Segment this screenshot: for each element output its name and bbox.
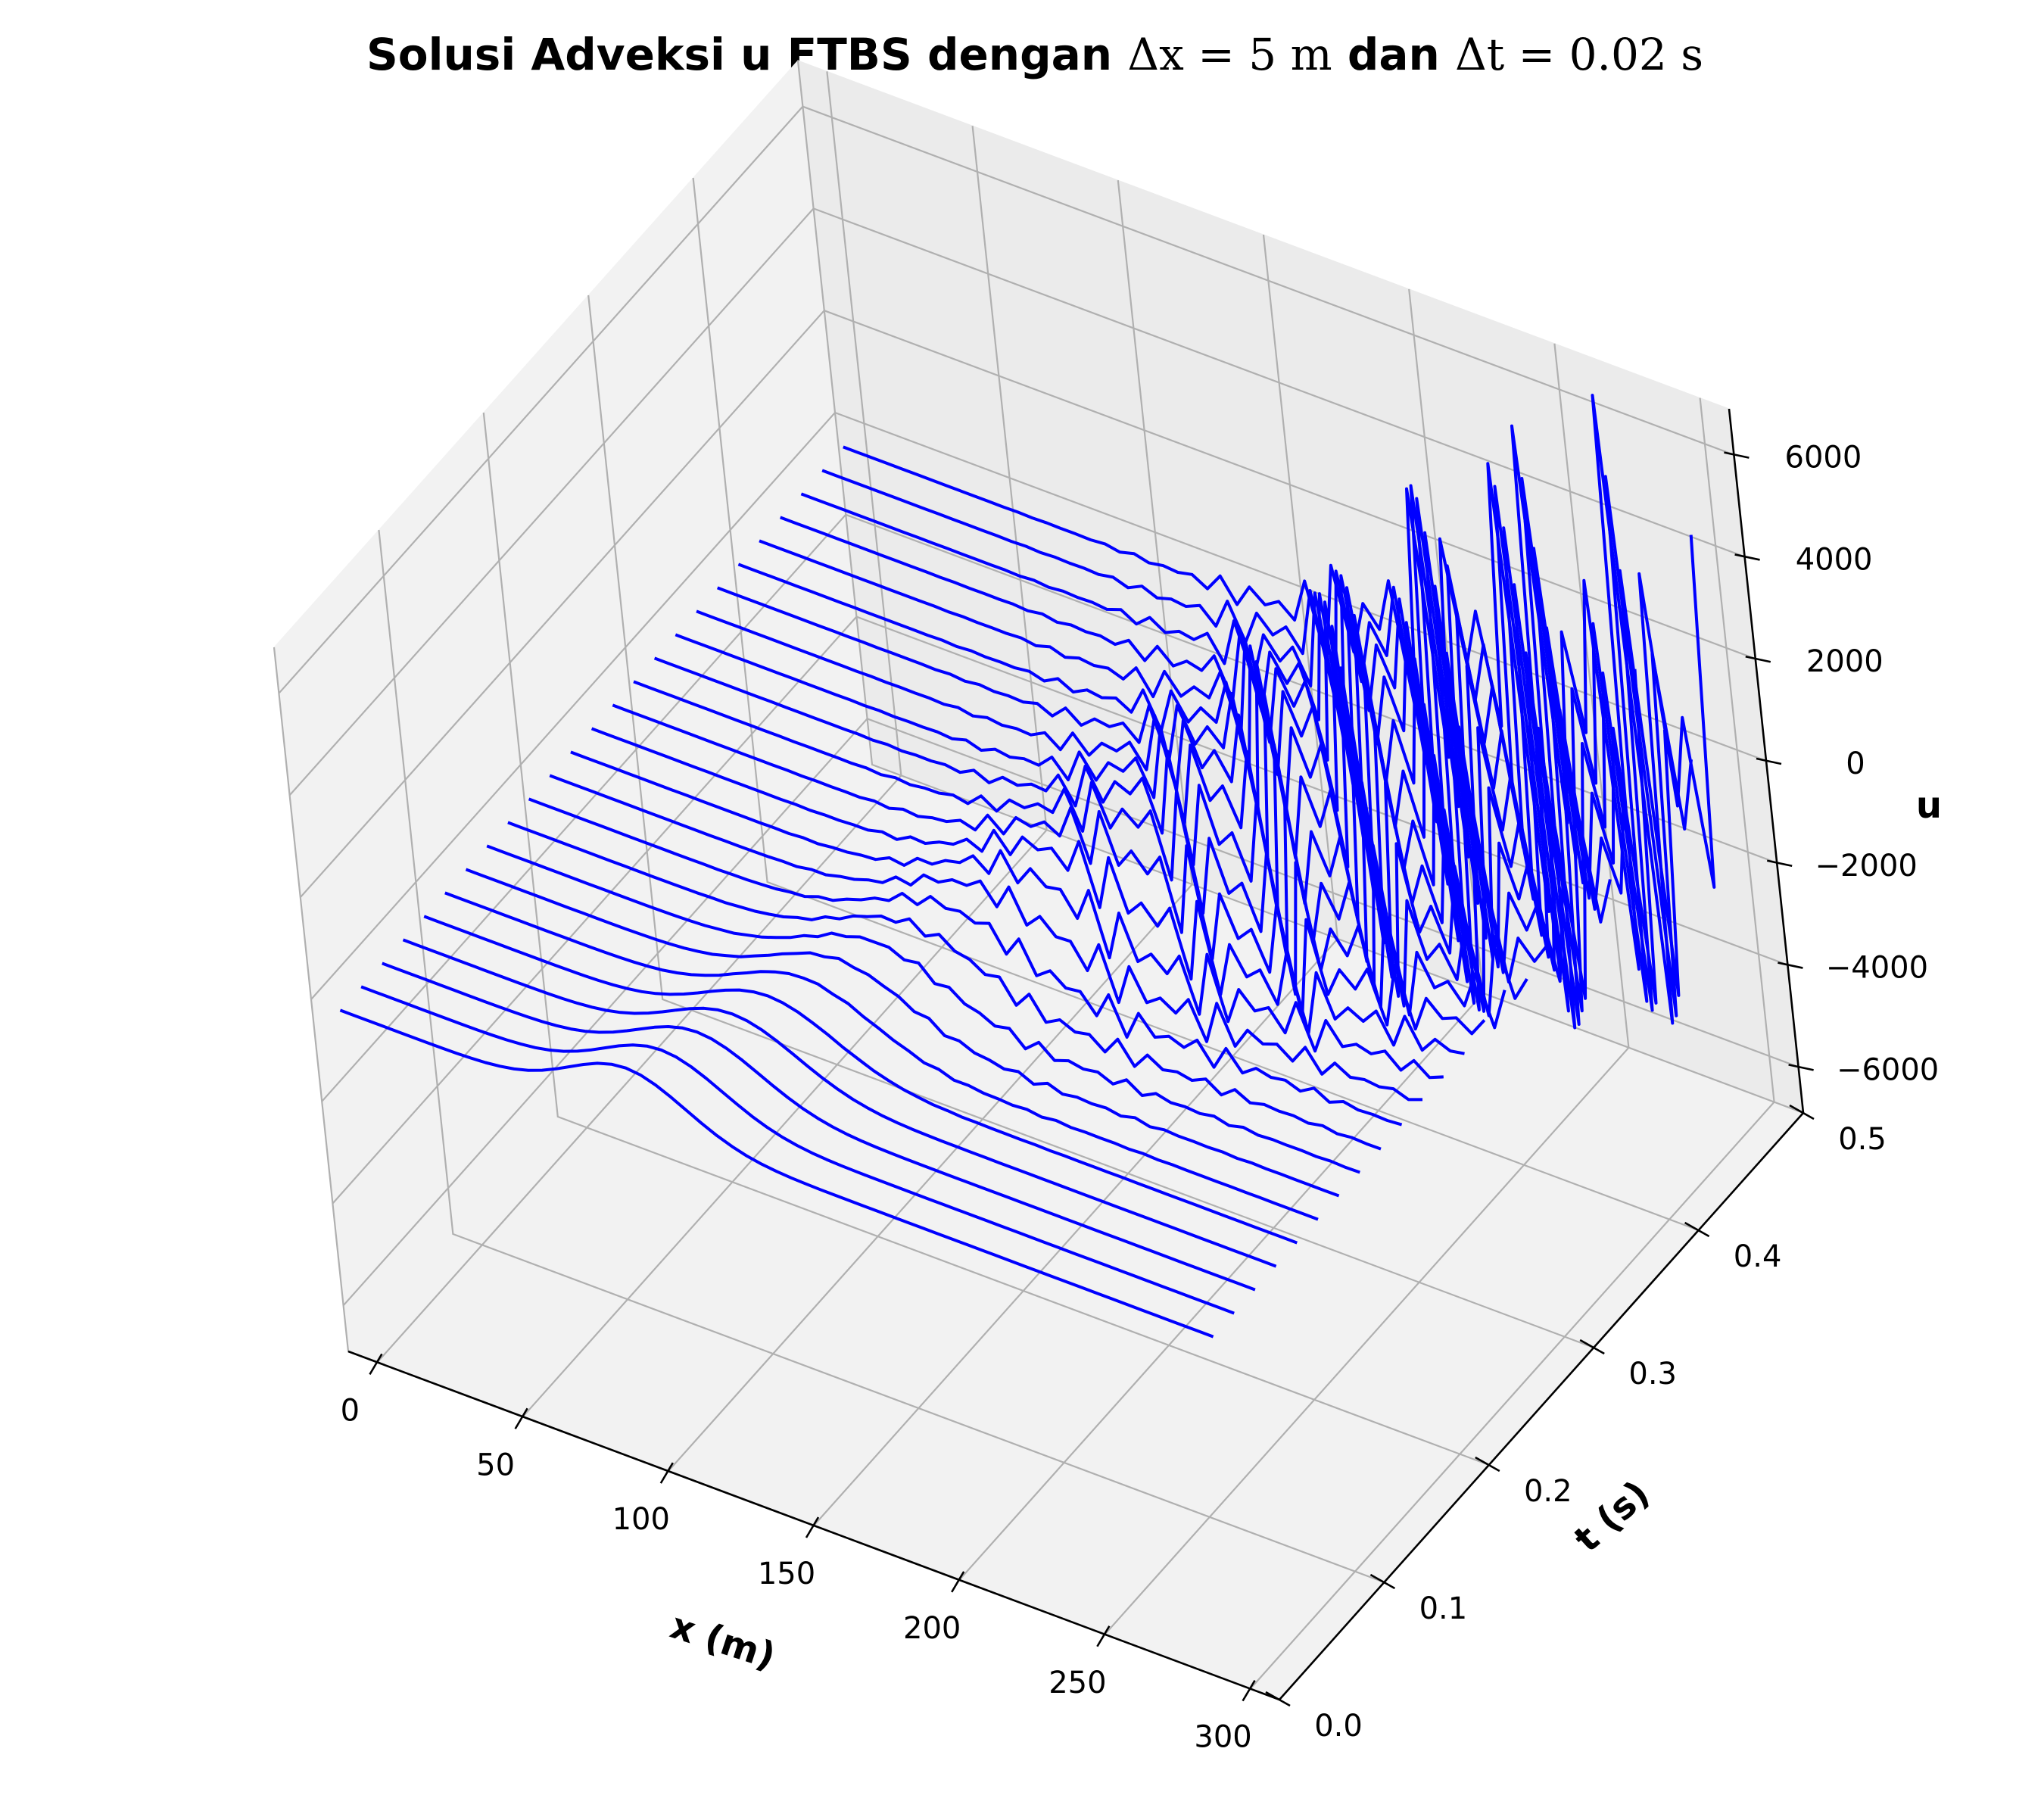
z-tick-mark	[1778, 961, 1803, 969]
series-line-t0.06	[402, 938, 1277, 1268]
y-gridline	[587, 295, 1594, 1349]
x-tick-label: 150	[758, 1557, 815, 1591]
z-gridline	[288, 207, 1745, 796]
x-tick-label: 0	[341, 1393, 360, 1428]
x-tick-mark	[659, 1462, 674, 1484]
series-line-t0.12	[465, 868, 1340, 1198]
x-tick-label: 300	[1194, 1720, 1251, 1755]
z-tick-label: −4000	[1826, 951, 1928, 986]
series-line-t0.46	[821, 469, 1693, 1018]
z-tick-mark	[1788, 1064, 1814, 1071]
x-tick-mark	[1096, 1625, 1111, 1647]
y-tick-label: 0.0	[1314, 1709, 1363, 1744]
data-series	[339, 394, 1716, 1339]
series-line-t0.28	[633, 680, 1507, 1030]
z-tick-label: 0	[1846, 746, 1865, 781]
series-line-t0.34	[696, 609, 1565, 1011]
x-tick-mark	[1242, 1679, 1256, 1702]
series-line-t0.08	[423, 915, 1298, 1245]
series-line-t0.00	[339, 1008, 1214, 1339]
z-tick-label: −2000	[1815, 849, 1918, 884]
z-gridline	[321, 513, 1778, 1102]
series-line-t0.16	[507, 821, 1382, 1151]
title-dt: Δt = 0.02 s	[1455, 29, 1703, 80]
series-line-t0.40	[759, 539, 1625, 1026]
x-tick-label: 250	[1048, 1666, 1106, 1700]
x-tick-label: 50	[476, 1448, 515, 1482]
series-line-t0.36	[716, 586, 1588, 1005]
z-gridline	[310, 411, 1767, 1000]
y-tick-label: 0.5	[1838, 1122, 1887, 1157]
series-line-t0.32	[675, 633, 1548, 1013]
series-line-t0.04	[382, 961, 1256, 1292]
y-gridline	[796, 60, 1804, 1114]
y-tick-mark	[1684, 1221, 1710, 1238]
tick-labels: 0 50 100 150 200 250 300 0.0 0.1 0.2 0.3 0.4 0.5 −600…	[341, 441, 1940, 1755]
title-middle: dan	[1332, 29, 1455, 80]
series-line-t0.10	[444, 891, 1319, 1221]
y-tick-mark	[1789, 1104, 1815, 1120]
y-tick-label: 0.1	[1419, 1591, 1468, 1626]
z-tick-label: 4000	[1796, 542, 1873, 577]
x-tick-mark	[514, 1407, 528, 1429]
y-tick-label: 0.2	[1524, 1474, 1572, 1509]
y-gridline	[692, 177, 1699, 1232]
x-tick-mark	[805, 1516, 820, 1538]
series-line-t0.02	[360, 985, 1235, 1315]
chart-title: Solusi Adveksi u FTBS dengan Δx = 5 m da…	[366, 29, 1703, 80]
x-tick-label: 200	[903, 1611, 961, 1646]
y-tick-mark	[1475, 1456, 1500, 1473]
z-gridline	[278, 105, 1734, 694]
y-axis-line	[1279, 1112, 1804, 1700]
x-tick-label: 100	[612, 1502, 670, 1537]
series-line-t0.22	[570, 750, 1444, 1080]
z-axis-label: u	[1916, 784, 1942, 827]
z-gridline	[342, 718, 1799, 1307]
z-tick-label: 2000	[1806, 644, 1884, 679]
series-line-t0.26	[612, 703, 1486, 1036]
series-line-t0.18	[528, 797, 1403, 1127]
z-tick-mark	[1766, 859, 1793, 868]
x-tick-mark	[369, 1353, 383, 1376]
series-line-t0.14	[486, 844, 1360, 1174]
z-tick-label: −6000	[1837, 1052, 1939, 1087]
y-tick-mark	[1369, 1573, 1396, 1590]
y-tick-mark	[1265, 1691, 1291, 1707]
z-tick-mark	[1745, 655, 1771, 663]
z-tick-mark	[1724, 451, 1750, 459]
z-tick-mark	[1756, 757, 1782, 765]
y-gridline	[482, 412, 1490, 1466]
series-line-t0.48	[843, 394, 1716, 1025]
series-line-t0.38	[737, 563, 1612, 1013]
x-tick-mark	[951, 1571, 965, 1593]
y-gridline	[378, 529, 1385, 1584]
series-line-t0.44	[800, 492, 1681, 1013]
z-tick-label: 6000	[1785, 441, 1862, 475]
series-line-t0.42	[779, 516, 1658, 1030]
y-tick-mark	[1579, 1339, 1605, 1355]
y-axis-label: t (s)	[1566, 1473, 1658, 1561]
z-gridline	[299, 309, 1756, 898]
series-line-t0.30	[653, 656, 1528, 1018]
y-tick-label: 0.3	[1628, 1357, 1677, 1392]
y-tick-label: 0.4	[1734, 1239, 1782, 1274]
x-axis-label: x (m)	[665, 1604, 781, 1678]
z-tick-mark	[1734, 553, 1760, 561]
title-prefix: Solusi Adveksi u FTBS dengan	[366, 29, 1127, 80]
series-line-t0.24	[590, 727, 1465, 1055]
title-dx: Δx = 5 m	[1127, 29, 1332, 80]
series-line-t0.20	[549, 774, 1422, 1102]
